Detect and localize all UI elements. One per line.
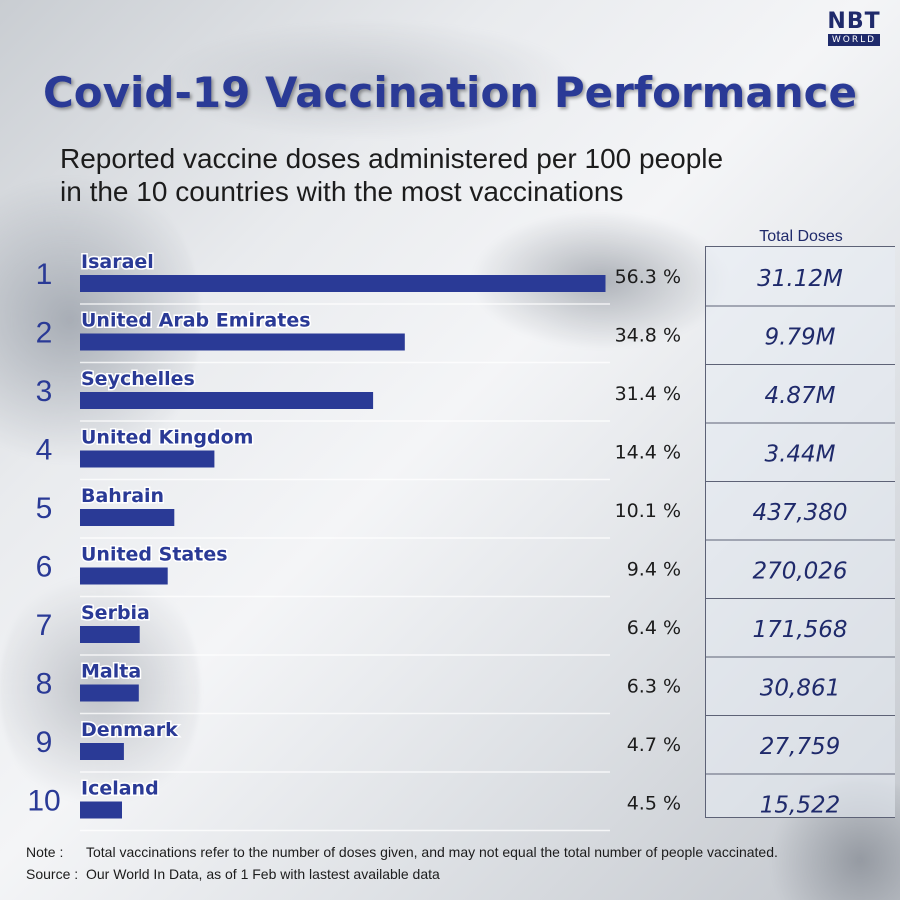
country-label: Iceland [81, 778, 159, 800]
total-doses-value: 171,568 [752, 617, 847, 643]
source-label: Source : [26, 866, 79, 882]
bar [80, 509, 175, 526]
note-label: Note : [26, 844, 64, 860]
total-doses-value: 30,861 [760, 676, 840, 702]
total-doses-table [705, 246, 895, 818]
value-label: 10.1 % [615, 500, 681, 522]
bar [80, 567, 168, 585]
total-doses-value: 437,380 [752, 500, 847, 526]
rank-label: 2 [36, 317, 53, 350]
rank-label: 3 [36, 375, 53, 408]
total-doses-value: 9.79M [764, 325, 835, 351]
bar [80, 450, 215, 468]
total-doses-value: 3.44M [764, 442, 835, 468]
country-label: Seychelles [81, 368, 195, 390]
bar [80, 333, 405, 351]
rank-label: 8 [36, 668, 53, 701]
country-label: Isarael [81, 251, 154, 273]
subtitle-line-1: Reported vaccine doses administered per … [60, 143, 724, 174]
country-label: Bahrain [81, 485, 164, 507]
rank-label: 4 [36, 434, 53, 467]
country-label: United Arab Emirates [81, 310, 311, 332]
rank-label: 7 [36, 609, 53, 642]
total-doses-value: 15,522 [760, 793, 840, 819]
total-doses-header: Total Doses [759, 228, 843, 245]
logo-main-text: NBT [827, 9, 881, 34]
bar [80, 626, 140, 643]
bar [80, 684, 139, 702]
source-text: Our World In Data, as of 1 Feb with last… [86, 866, 440, 882]
rank-label: 1 [36, 258, 53, 291]
country-label: Denmark [81, 719, 178, 741]
total-doses-value: 4.87M [764, 383, 835, 409]
value-label: 34.8 % [615, 325, 681, 347]
country-label: Serbia [81, 602, 150, 624]
bar [80, 275, 606, 292]
value-label: 56.3 % [615, 266, 681, 288]
note-text: Total vaccinations refer to the number o… [86, 844, 778, 860]
value-label: 9.4 % [627, 559, 681, 581]
total-doses-value: 31.12M [757, 266, 843, 292]
value-label: 4.7 % [627, 734, 681, 756]
rank-label: 6 [36, 551, 53, 584]
total-doses-value: 270,026 [752, 559, 847, 585]
rank-label: 5 [36, 492, 53, 525]
country-label: United States [81, 544, 228, 566]
value-label: 14.4 % [615, 442, 681, 464]
page-title: Covid-19 Vaccination Performance [42, 68, 858, 117]
rank-label: 10 [27, 785, 60, 818]
rank-label: 9 [36, 726, 53, 759]
country-label: Malta [81, 661, 141, 683]
source-line: Source : Our World In Data, as of 1 Feb w… [26, 866, 440, 882]
value-label: 6.3 % [627, 676, 681, 698]
total-doses-value: 27,759 [760, 734, 840, 760]
logo-sub-text: WORLD [828, 34, 880, 46]
value-label: 6.4 % [627, 617, 681, 639]
bar [80, 392, 374, 409]
nbt-world-logo: NBT WORLD [822, 10, 886, 46]
country-label: United Kingdom [81, 427, 253, 449]
value-label: 31.4 % [615, 383, 681, 405]
bar [80, 801, 122, 819]
background-syringe-shape [160, 20, 580, 140]
value-label: 4.5 % [627, 793, 681, 815]
bar [80, 743, 124, 760]
subtitle-line-2: in the 10 countries with the most vaccin… [60, 176, 624, 207]
footnote: Note : Total vaccinations refer to the nu… [26, 844, 778, 860]
background-virus-shape [0, 160, 200, 480]
